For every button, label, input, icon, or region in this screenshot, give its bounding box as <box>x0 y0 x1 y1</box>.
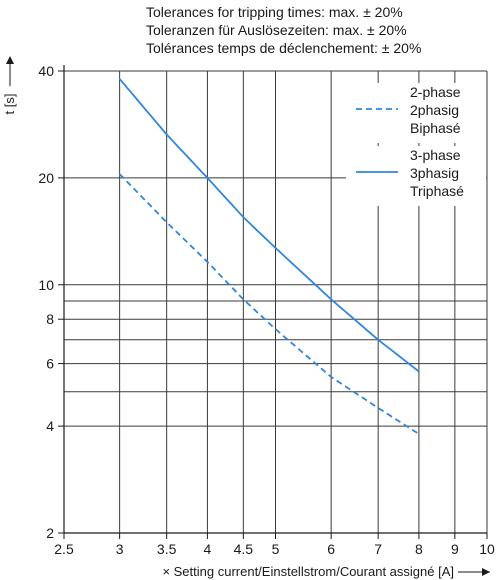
y-tick-label-3: 8 <box>46 311 54 327</box>
x-tick-label-6: 6 <box>327 541 335 557</box>
x-tick-label-1: 3 <box>116 541 124 557</box>
tolerance-note-de: Toleranzen für Auslösezeiten: max. ± 20% <box>146 22 407 38</box>
legend-label-0-0: 2-phase <box>410 84 461 100</box>
series-group <box>118 78 420 435</box>
legend: 2-phase 2phasig Biphasé 3-phase 3phasig Triph… <box>346 83 486 206</box>
legend-label-1-0: 3-phase <box>410 147 461 163</box>
x-tick-label-4: 4.5 <box>234 541 254 557</box>
y-axis-label: t [s] <box>2 94 17 115</box>
x-tick-label-10: 10 <box>479 541 495 557</box>
x-tick-label-8: 8 <box>415 541 423 557</box>
legend-box-1 <box>346 146 486 206</box>
series-line-2-phase <box>118 173 420 435</box>
y-tick-label-2: 6 <box>46 356 54 372</box>
legend-label-0-1: 2phasig <box>410 102 459 118</box>
x-tick-label-2: 3.5 <box>157 541 177 557</box>
series-line-3-phase <box>118 78 420 373</box>
x-tick-label-5: 5 <box>272 541 280 557</box>
tick-labels: 2.5 3 3.5 4 4.5 5 6 7 8 9 10 2 4 6 8 10 20 40 × Setting cu… <box>2 63 495 579</box>
x-tick-label-9: 9 <box>451 541 459 557</box>
y-tick-label-6: 40 <box>38 63 54 79</box>
y-tick-label-1: 4 <box>46 418 54 434</box>
x-tick-label-7: 7 <box>374 541 382 557</box>
y-tick-label-4: 10 <box>38 277 54 293</box>
y-tick-label-5: 20 <box>38 170 54 186</box>
x-tick-label-0: 2.5 <box>54 541 74 557</box>
x-tick-label-3: 4 <box>204 541 212 557</box>
x-axis-label: × Setting current/Einstellstrom/Courant … <box>162 564 454 579</box>
legend-label-0-2: Biphasé <box>410 120 461 136</box>
axes <box>6 56 490 576</box>
legend-label-1-1: 3phasig <box>410 165 459 181</box>
tolerance-note-fr: Tolérances temps de déclenchement: ± 20% <box>146 40 422 56</box>
tolerance-note-en: Tolerances for tripping times: max. ± 20… <box>146 4 403 20</box>
y-axis-arrow-head <box>6 56 14 64</box>
y-tick-label-0: 2 <box>46 525 54 541</box>
x-axis-arrow-head <box>482 568 490 576</box>
legend-box-0 <box>346 83 486 143</box>
legend-label-1-2: Triphasé <box>410 183 464 199</box>
